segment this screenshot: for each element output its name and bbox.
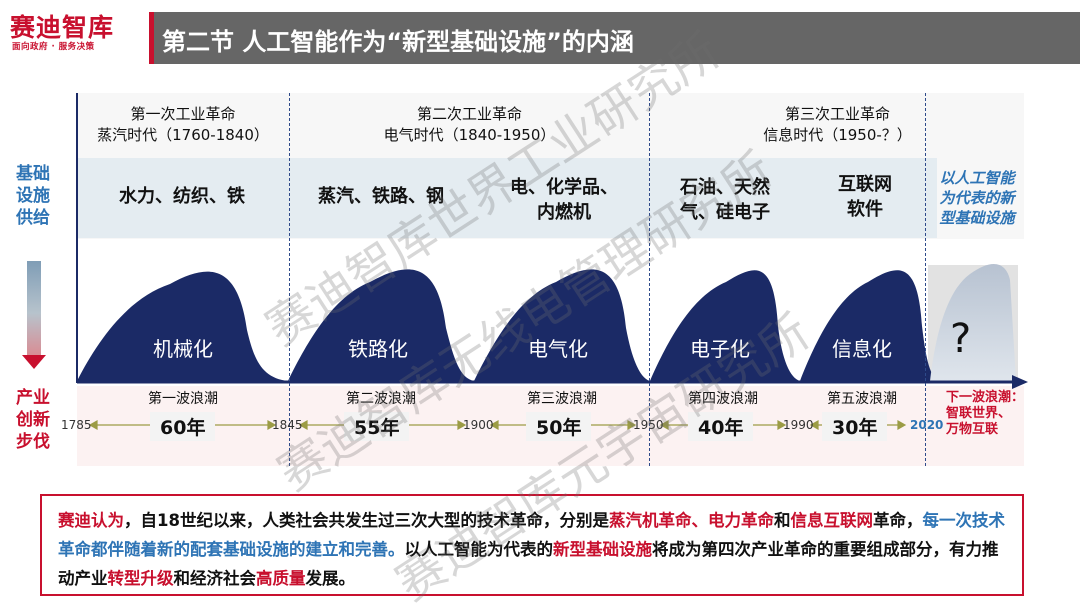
summary-segment: 和经济社会 — [173, 569, 257, 588]
wave-3-shape — [474, 269, 650, 381]
wave-4-shape — [650, 270, 800, 381]
wave-2-shape — [288, 269, 474, 381]
down-arrow-icon — [22, 355, 46, 369]
summary-segment: 革命， — [872, 511, 923, 530]
summary-segment: 发展。 — [305, 569, 356, 588]
era-divider — [925, 93, 926, 466]
wave-duration: 60年 — [150, 412, 216, 441]
summary-segment: 高质量 — [256, 569, 306, 588]
brand-tagline: 面向政府 · 服务决策 — [12, 42, 95, 52]
side-label-infrastructure-supply: 基础 设施 供给 — [10, 163, 56, 229]
infrastructure-item: 电、化学品、 内燃机 — [484, 175, 644, 225]
down-arrow-shaft — [27, 261, 41, 356]
infrastructure-line: 内燃机 — [537, 202, 591, 223]
brand-logo-text: 赛迪智库 — [10, 13, 115, 42]
side-label-char: 基础 — [16, 164, 50, 184]
summary-box: 赛迪认为，自18世纪以来，人类社会共发生过三次大型的技术革命，分别是蒸汽机革命、… — [40, 494, 1024, 596]
infrastructure-line: 型基础设施 — [939, 209, 1015, 227]
year-label: 1900 — [463, 418, 494, 432]
summary-segment: 赛迪认为 — [58, 511, 124, 530]
infrastructure-item-next: 以人工智能 为代表的新 型基础设施 — [926, 168, 1028, 228]
era-period: 电气时代（1840-1950） — [383, 126, 556, 144]
year-label: 2020 — [910, 418, 944, 432]
wave-unknown-label: ? — [950, 316, 972, 362]
wave-label: 机械化 — [153, 337, 213, 361]
wave-label: 信息化 — [832, 337, 892, 361]
era-3-header: 第三次工业革命 信息时代（1950-？） — [650, 104, 1025, 146]
infrastructure-line: 互联网 — [838, 174, 892, 195]
side-label-char: 创新 — [16, 410, 50, 430]
summary-segment: 蒸汽机革命、电力革命 — [608, 511, 774, 530]
next-wave-note: 下一波浪潮： 智联世界、 万物互联 — [946, 390, 1080, 438]
header-accent — [149, 12, 154, 64]
side-label-industry-pace: 产业 创新 步伐 — [10, 387, 56, 453]
summary-segment: 新型基础设施 — [553, 540, 652, 559]
infrastructure-line: 软件 — [847, 199, 883, 220]
summary-segment: 转型升级 — [107, 569, 174, 588]
wave-duration: 55年 — [344, 412, 410, 441]
infrastructure-line: 为代表的新 — [939, 189, 1015, 207]
year-label: 1950 — [633, 418, 664, 432]
era-name: 第三次工业革命 — [784, 105, 890, 123]
year-label: 1990 — [783, 418, 814, 432]
infrastructure-item: 水力、纺织、铁 — [119, 186, 245, 207]
axis-arrow-icon — [1012, 375, 1028, 389]
infrastructure-item: 蒸汽、铁路、钢 — [318, 186, 444, 207]
era-period: 蒸汽时代（1760-1840） — [97, 126, 269, 144]
wave-5-shape — [800, 270, 940, 381]
next-wave-line: 智联世界、 — [946, 406, 1012, 421]
era-period: 信息时代（1950-？） — [763, 126, 912, 144]
infrastructure-item: 互联网 软件 — [800, 172, 930, 222]
wave-label: 铁路化 — [348, 337, 408, 361]
wave-1-shape — [77, 271, 288, 381]
side-label-char: 步伐 — [16, 432, 50, 452]
wave-duration: 50年 — [526, 412, 592, 441]
infrastructure-line: 石油、天然 — [680, 177, 770, 198]
summary-segment: ，自18世纪以来，人类社会共发生过三次大型的技术革命，分别是 — [124, 511, 609, 530]
summary-segment: 每一次技术革命都伴随着新的配套基础设施的建立和完善。 — [58, 511, 1005, 559]
side-label-char: 产业 — [16, 388, 50, 408]
infrastructure-band — [77, 158, 937, 238]
summary-segment: 和 — [773, 511, 791, 530]
next-wave-line: 万物互联 — [946, 422, 999, 437]
infrastructure-line: 气、硅电子 — [680, 202, 770, 223]
era-name: 第一次工业革命 — [130, 105, 236, 123]
summary-segment: 以人工智能为代表的 — [404, 540, 554, 559]
year-label: 1845 — [272, 418, 303, 432]
page-title: 第二节 人工智能作为“新型基础设施”的内涵 — [162, 28, 634, 56]
wave-duration: 40年 — [688, 412, 754, 441]
era-divider — [649, 93, 650, 466]
era-divider — [289, 93, 290, 466]
next-wave-line: 下一波浪潮： — [946, 390, 1025, 405]
wave-name: 第三波浪潮 — [527, 391, 597, 407]
era-1-header: 第一次工业革命 蒸汽时代（1760-1840） — [77, 104, 289, 146]
infrastructure-line: 电、化学品、 — [510, 177, 618, 198]
wave-name: 第一波浪潮 — [148, 391, 218, 407]
year-label: 1785 — [61, 418, 92, 432]
era-2-header: 第二次工业革命 电气时代（1840-1950） — [290, 104, 649, 146]
wave-label: 电子化 — [690, 337, 750, 361]
summary-segment: 将成为第四次产业革命的重要组成部分，有力推动产业 — [58, 540, 999, 588]
side-label-char: 设施 — [16, 186, 50, 206]
wave-next-shape — [930, 263, 1016, 381]
header-bar — [149, 12, 1080, 64]
infrastructure-line: 以人工智能 — [939, 169, 1015, 187]
era-name: 第二次工业革命 — [416, 105, 522, 123]
summary-segment: 信息互联网 — [790, 511, 873, 530]
infrastructure-item: 石油、天然 气、硅电子 — [655, 175, 795, 225]
wave-duration: 30年 — [822, 412, 888, 441]
side-label-char: 供给 — [16, 208, 50, 228]
wave-name: 第四波浪潮 — [688, 391, 758, 407]
wave-name: 第二波浪潮 — [346, 391, 416, 407]
wave-name: 第五波浪潮 — [827, 391, 897, 407]
wave-label: 电气化 — [528, 337, 588, 361]
